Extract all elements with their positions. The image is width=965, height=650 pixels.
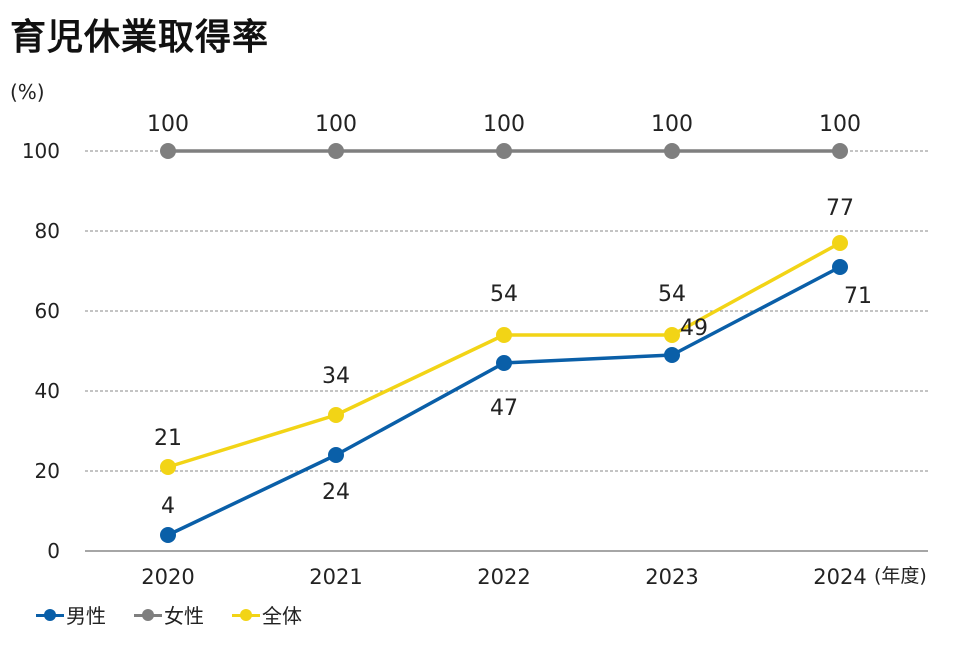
y-tick-label: 100 [22, 139, 60, 163]
x-tick-label: 2020 [141, 565, 194, 589]
y-axis-unit-label: (%) [10, 80, 45, 104]
data-point-male [832, 259, 848, 275]
x-tick-label: 2023 [645, 565, 698, 589]
chart-title: 育児休業取得率 [10, 17, 270, 58]
data-label-male: 49 [680, 316, 708, 341]
data-label-male: 24 [322, 480, 350, 505]
data-point-male [496, 355, 512, 371]
data-label-male: 71 [844, 284, 872, 309]
legend-label-total: 全体 [262, 604, 302, 628]
data-point-male [160, 527, 176, 543]
data-labels: 100 100 100 100 100 21 34 54 54 77 4 24 47 49 71 [147, 112, 872, 519]
data-label-total: 34 [322, 364, 350, 389]
series-lines [160, 143, 848, 543]
data-point-total [832, 235, 848, 251]
legend-swatch-total [232, 608, 260, 622]
legend-swatch-female [134, 608, 162, 622]
x-tick-label: 2022 [477, 565, 530, 589]
data-point-total [664, 327, 680, 343]
y-tick-label: 60 [35, 299, 60, 323]
data-point-female [328, 143, 344, 159]
data-point-female [664, 143, 680, 159]
data-label-total: 54 [490, 282, 518, 307]
data-label-female: 100 [483, 112, 525, 137]
data-label-male: 47 [490, 396, 518, 421]
data-label-female: 100 [651, 112, 693, 137]
legend-item-male: 男性 [36, 600, 106, 629]
axes: 0 20 40 60 80 100 2020 2021 2022 2023 2024 [22, 139, 928, 589]
data-label-female: 100 [315, 112, 357, 137]
data-point-total [496, 327, 512, 343]
legend-label-male: 男性 [66, 604, 106, 628]
y-tick-label: 80 [35, 219, 60, 243]
data-label-total: 21 [154, 426, 182, 451]
y-tick-label: 40 [35, 379, 60, 403]
data-label-total: 54 [658, 282, 686, 307]
x-axis-unit-label: (年度) [874, 565, 927, 587]
legend-swatch-male [36, 608, 64, 622]
x-tick-label: 2024 [813, 565, 866, 589]
legend-item-female: 女性 [134, 600, 204, 629]
legend-item-total: 全体 [232, 600, 302, 629]
data-label-female: 100 [819, 112, 861, 137]
data-point-total [328, 407, 344, 423]
gridlines [85, 150, 928, 472]
y-tick-label: 0 [47, 539, 60, 563]
data-label-total: 77 [826, 196, 854, 221]
data-point-female [496, 143, 512, 159]
data-point-male [328, 447, 344, 463]
data-label-female: 100 [147, 112, 189, 137]
legend-label-female: 女性 [164, 604, 204, 628]
data-point-female [160, 143, 176, 159]
data-point-total [160, 459, 176, 475]
data-point-male [664, 347, 680, 363]
legend: 男性 女性 全体 [36, 600, 302, 629]
data-label-male: 4 [161, 494, 175, 519]
x-tick-label: 2021 [309, 565, 362, 589]
data-point-female [832, 143, 848, 159]
y-tick-label: 20 [35, 459, 60, 483]
